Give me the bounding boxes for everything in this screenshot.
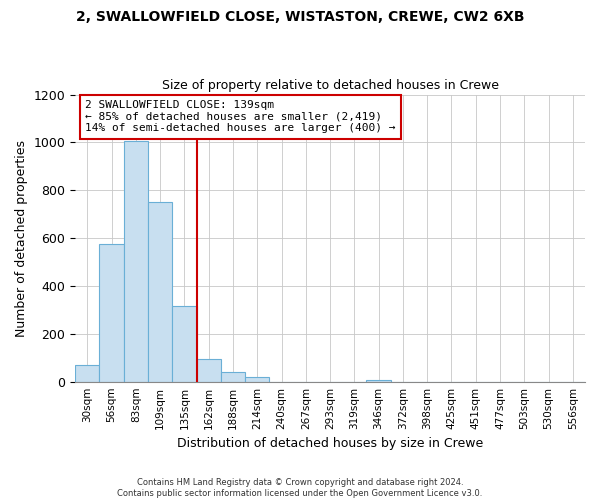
Text: Contains HM Land Registry data © Crown copyright and database right 2024.
Contai: Contains HM Land Registry data © Crown c…: [118, 478, 482, 498]
Bar: [172, 306, 197, 382]
Bar: [148, 202, 172, 382]
Bar: [124, 141, 148, 382]
Bar: [100, 244, 124, 382]
Bar: [197, 359, 221, 382]
Title: Size of property relative to detached houses in Crewe: Size of property relative to detached ho…: [161, 79, 499, 92]
Bar: [75, 365, 100, 382]
Text: 2 SWALLOWFIELD CLOSE: 139sqm
← 85% of detached houses are smaller (2,419)
14% of: 2 SWALLOWFIELD CLOSE: 139sqm ← 85% of de…: [85, 100, 396, 134]
Bar: [245, 377, 269, 382]
Text: 2, SWALLOWFIELD CLOSE, WISTASTON, CREWE, CW2 6XB: 2, SWALLOWFIELD CLOSE, WISTASTON, CREWE,…: [76, 10, 524, 24]
Bar: [221, 372, 245, 382]
Bar: [367, 380, 391, 382]
Y-axis label: Number of detached properties: Number of detached properties: [15, 140, 28, 336]
X-axis label: Distribution of detached houses by size in Crewe: Distribution of detached houses by size …: [177, 437, 483, 450]
